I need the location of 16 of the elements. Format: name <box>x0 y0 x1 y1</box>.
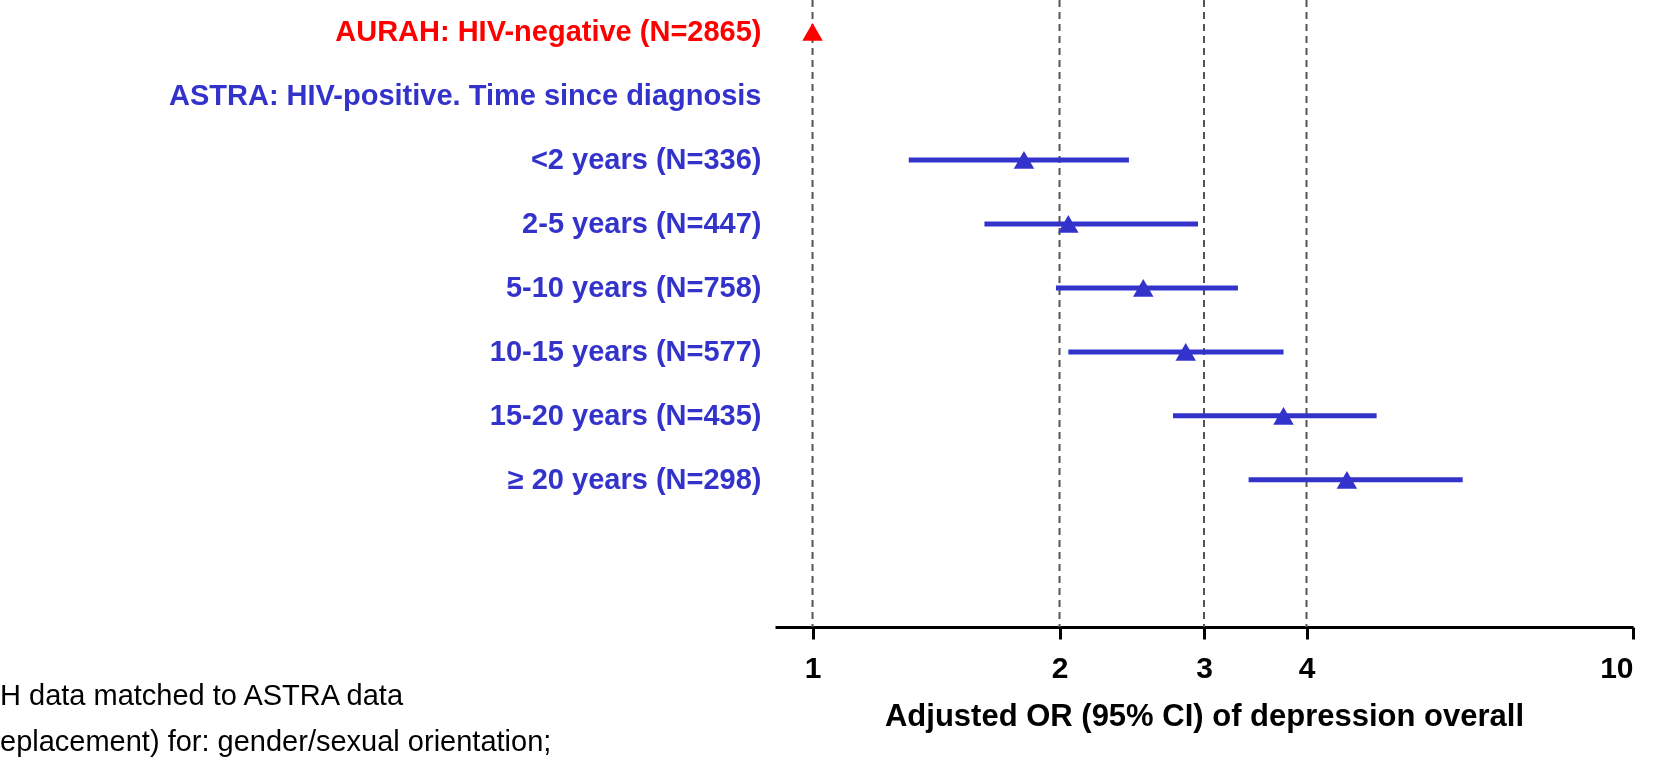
y-tick-label: AURAH: HIV-negative (N=2865) <box>335 14 762 47</box>
y-tick-label: 10-15 years (N=577) <box>489 334 762 367</box>
text: H data matched to ASTRA data <box>0 678 404 713</box>
x-tick-label: 3 <box>1196 650 1213 684</box>
x-axis-title: Adjusted OR (95% CI) of depression overall <box>884 697 1525 733</box>
x-tick-label: 10 <box>1600 650 1634 684</box>
y-tick-label: ASTRA: HIV-positive. Time since diagnosis <box>169 78 762 111</box>
y-tick-label: 2-5 years (N=447) <box>522 206 762 239</box>
y-tick-label: ≥ 20 years (N=298) <box>507 462 762 495</box>
x-tick-label: 1 <box>804 650 822 684</box>
y-tick-label: 5-10 years (N=758) <box>505 270 762 303</box>
y-tick-label: 15-20 years (N=435) <box>489 398 762 431</box>
y-tick-label: <2 years (N=336) <box>530 142 762 175</box>
text: eplacement) for: gender/sexual orientation; <box>0 724 552 759</box>
x-tick-label: 2 <box>1051 650 1069 684</box>
x-tick-label: 4 <box>1298 650 1316 684</box>
